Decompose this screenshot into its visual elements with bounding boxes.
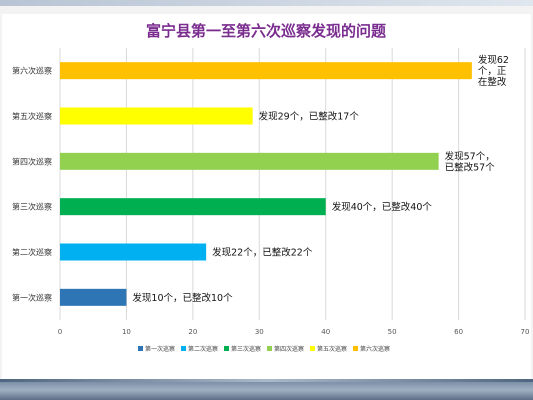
legend-swatch — [310, 346, 315, 351]
data-label: 发现62 — [478, 54, 509, 66]
category-label: 第四次巡察 — [12, 156, 52, 166]
data-label: 发现29个，已整改17个 — [259, 111, 360, 123]
x-tick-label: 10 — [122, 328, 131, 336]
slide-bottom-band — [0, 379, 533, 400]
category-label: 第三次巡察 — [12, 202, 52, 212]
bar — [60, 107, 253, 125]
legend-swatch — [267, 346, 272, 351]
legend-label: 第三次巡察 — [231, 345, 261, 353]
bar — [60, 198, 326, 216]
legend-swatch — [138, 346, 143, 351]
x-tick-label: 50 — [388, 328, 397, 336]
legend-swatch — [181, 346, 186, 351]
legend-label: 第五次巡察 — [317, 345, 347, 353]
category-label: 第五次巡察 — [12, 111, 52, 121]
x-tick-label: 40 — [321, 328, 330, 336]
bar — [60, 62, 472, 80]
x-tick-label: 70 — [521, 328, 530, 336]
data-label: 发现22个，已整改22个 — [212, 247, 313, 259]
grid-lines — [59, 48, 526, 320]
data-label: 个，正 — [478, 66, 507, 77]
bar — [60, 152, 439, 170]
x-tick-label: 20 — [188, 328, 197, 336]
bar — [60, 288, 127, 306]
legend-label: 第一次巡察 — [145, 345, 175, 353]
x-tick-label: 60 — [454, 328, 463, 336]
data-labels: 发现10个，已整改10个 发现22个，已整改22个 发现40个，已整改40个 发现57… — [132, 54, 509, 304]
bar — [60, 243, 207, 261]
x-axis-ticks: 0 10 20 30 40 50 60 70 — [58, 328, 530, 336]
legend-swatch — [224, 346, 229, 351]
category-label: 第六次巡察 — [12, 66, 52, 76]
data-label: 已整改57个 — [445, 161, 496, 173]
category-label: 第二次巡察 — [12, 247, 52, 257]
category-labels: 第一次巡察 第二次巡察 第三次巡察 第四次巡察 第五次巡察 第六次巡察 — [12, 66, 52, 303]
legend-swatch — [353, 346, 358, 351]
bars — [60, 62, 472, 306]
legend-label: 第六次巡察 — [360, 345, 390, 353]
x-tick-label: 0 — [58, 328, 62, 336]
legend-label: 第四次巡察 — [274, 345, 304, 353]
data-label: 在整改 — [478, 76, 507, 88]
slide-top-band — [0, 0, 533, 6]
x-tick-label: 30 — [255, 328, 264, 336]
category-label: 第一次巡察 — [12, 292, 52, 302]
data-label: 发现57个， — [445, 150, 495, 162]
legend-label: 第二次巡察 — [188, 345, 218, 353]
data-label: 发现10个，已整改10个 — [132, 292, 233, 304]
legend: 第一次巡察 第二次巡察 第三次巡察 第四次巡察 第五次巡察 第六次巡察 — [138, 345, 390, 353]
chart-title: 富宁县第一至第六次巡察发现的问题 — [146, 22, 387, 40]
data-label: 发现40个，已整改40个 — [332, 201, 433, 213]
